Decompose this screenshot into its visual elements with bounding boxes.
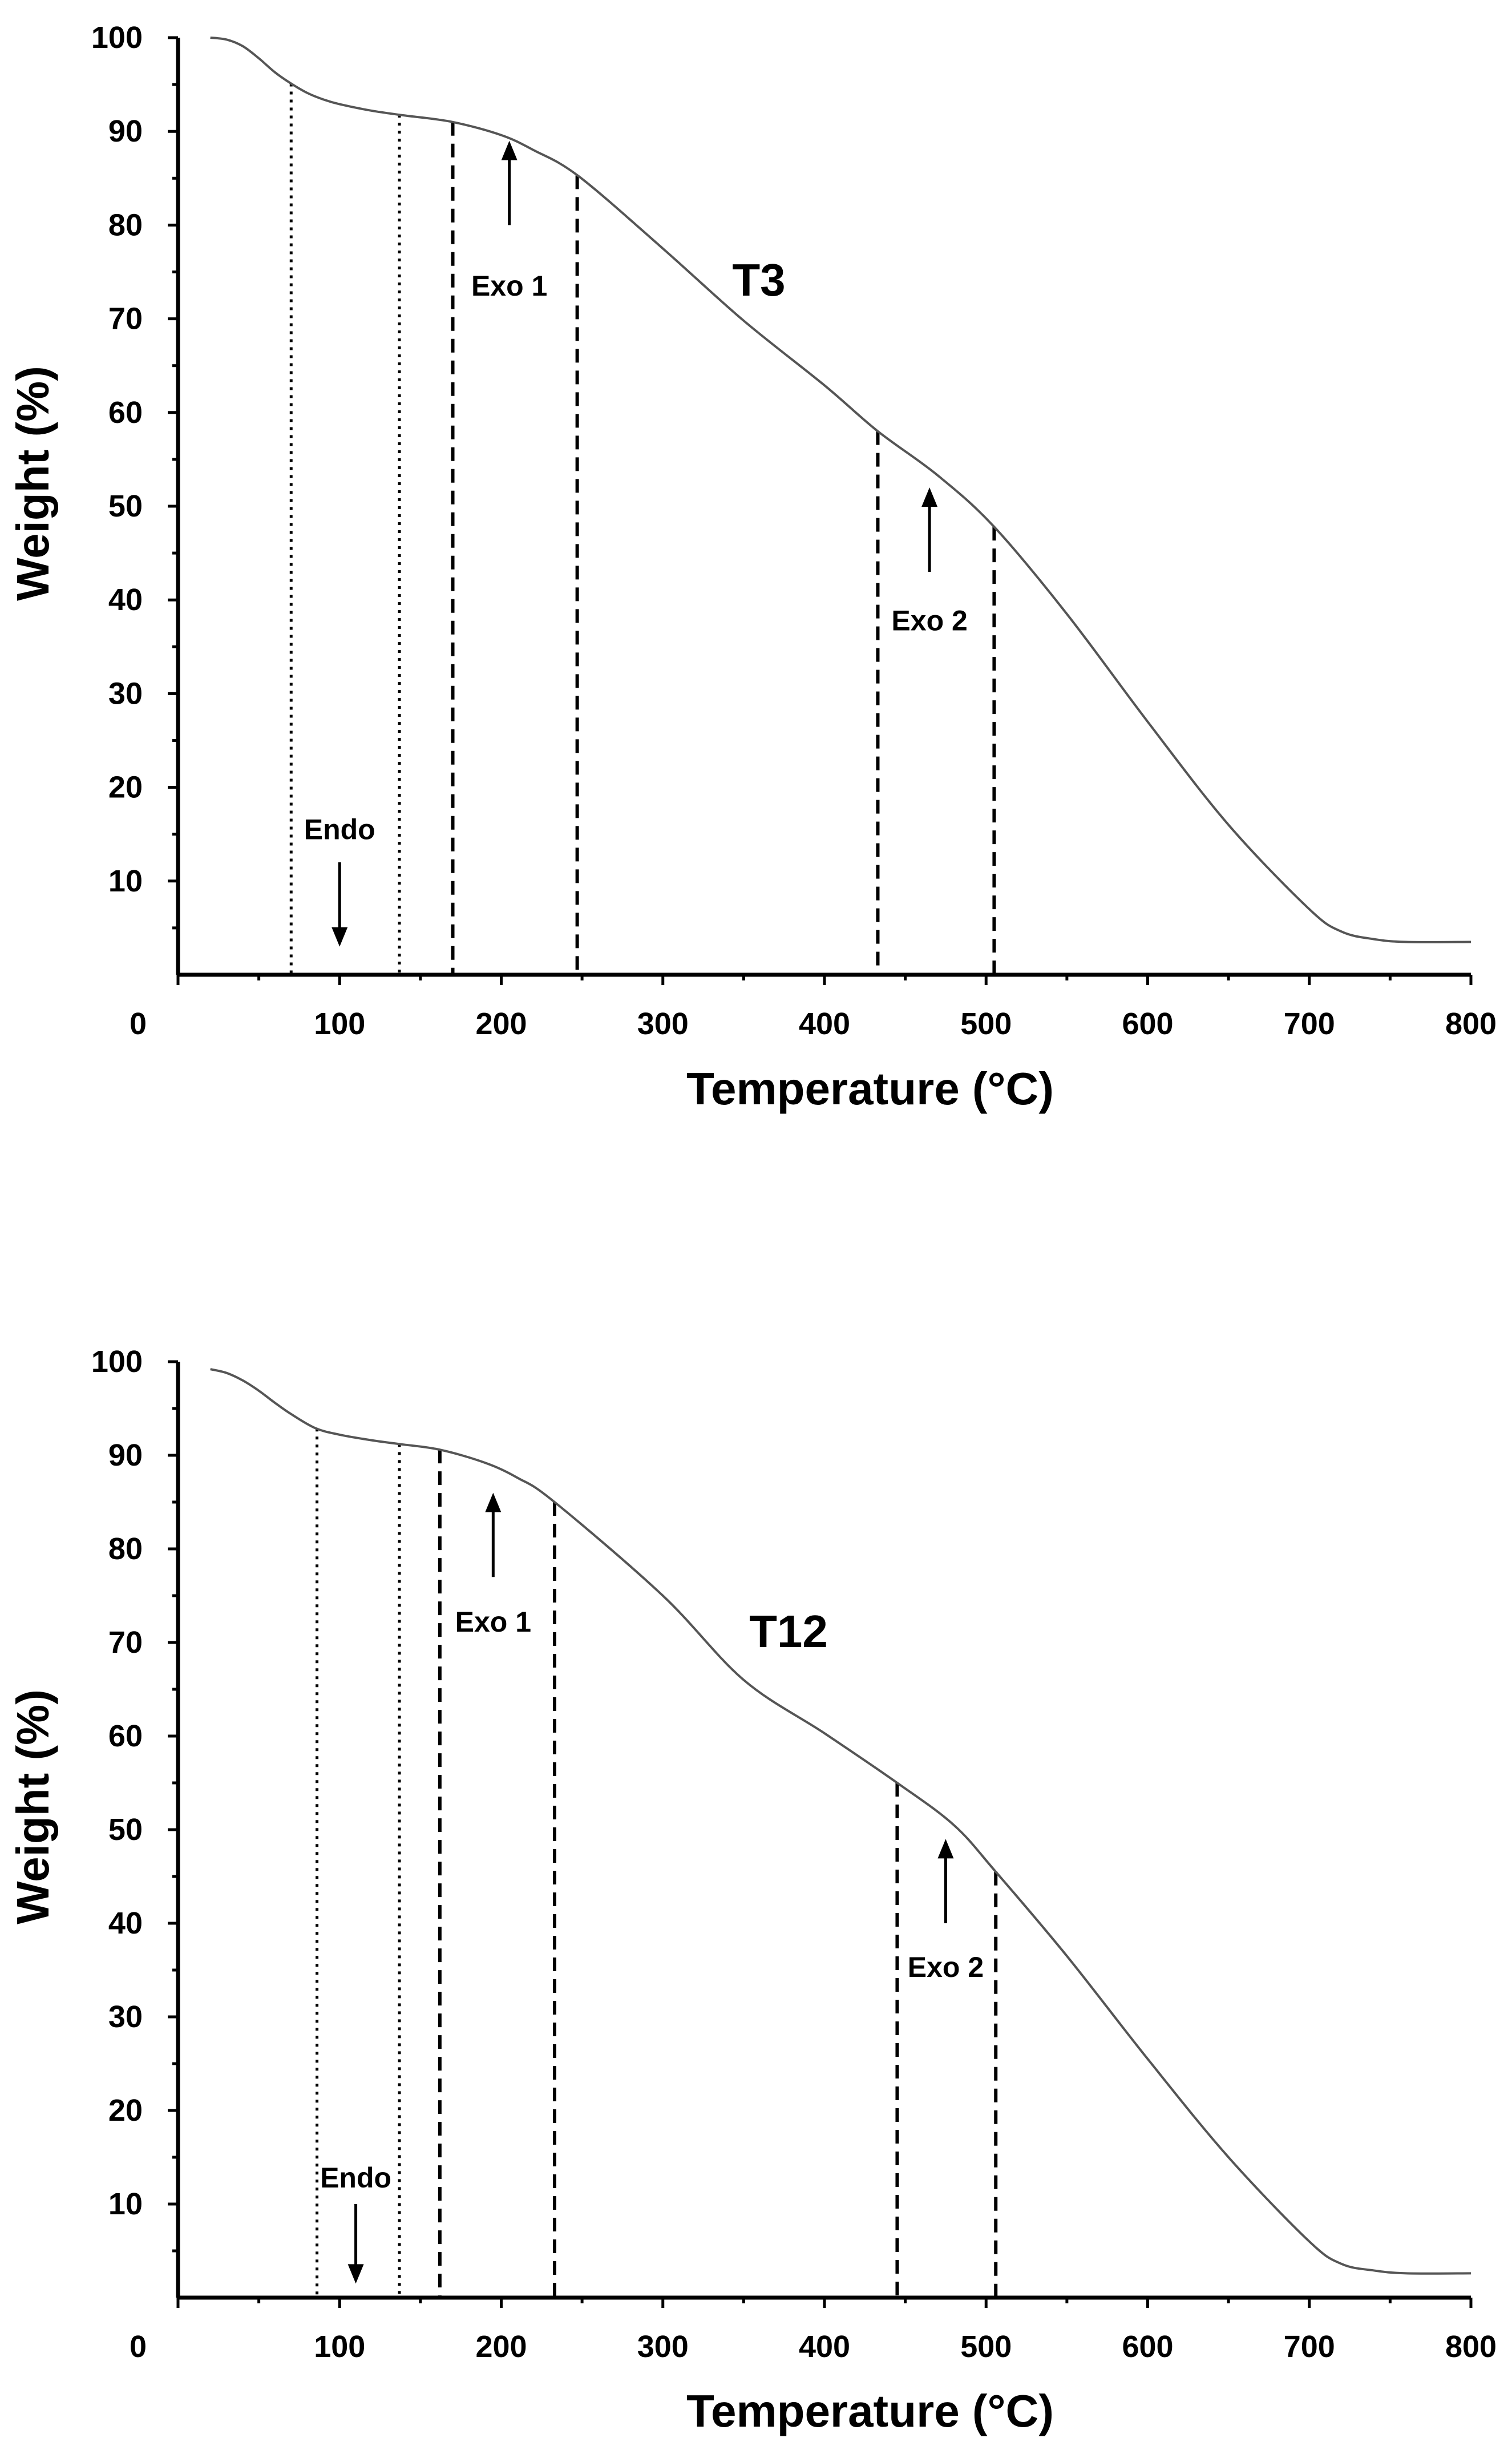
chart-panel-T3: 10 20 30 40 50 60 70 80 90 100 0 100 200 300 400 500 600…: [7, 21, 1497, 1114]
arrow-down-icon: [347, 2264, 364, 2284]
chart-panel-T12: 10 20 30 40 50 60 70 80 90 100 0 100 200 300 400 500 600…: [7, 1345, 1497, 2436]
x-tick-label: 500: [960, 2330, 1012, 2364]
x-axis-title: Temperature (°C): [686, 1063, 1054, 1114]
x-tick-label: 600: [1122, 1007, 1173, 1041]
y-tick-label: 30: [108, 676, 143, 711]
y-tick-label: 60: [108, 395, 143, 430]
y-tick-label: 10: [108, 2187, 143, 2221]
y-tick-label: 50: [108, 1813, 143, 1847]
x-tick-label: 500: [960, 1007, 1012, 1041]
series-line-T3: [210, 37, 1471, 943]
x-tick-label: 0: [130, 1007, 147, 1041]
annotation-label: Endo: [304, 813, 375, 845]
y-tick-label: 10: [108, 864, 143, 898]
x-tick-label: 400: [799, 2330, 850, 2364]
y-tick-label: 20: [108, 2093, 143, 2128]
y-axis-title: Weight (%): [7, 366, 58, 601]
x-tick-label: 300: [637, 1007, 689, 1041]
x-tick-label: 300: [637, 2330, 689, 2364]
x-tick-label: 800: [1445, 1007, 1497, 1041]
y-tick-label: 80: [108, 1532, 143, 1566]
x-tick-label: 200: [475, 2330, 527, 2364]
chart-title: T3: [732, 255, 785, 305]
x-axis-title: Temperature (°C): [686, 2386, 1054, 2436]
annotation-label: Endo: [320, 2162, 391, 2194]
annotation-label: Exo 1: [455, 1606, 531, 1638]
arrow-up-icon: [921, 487, 938, 507]
y-tick-label: 70: [108, 1625, 143, 1660]
x-tick-label: 600: [1122, 2330, 1173, 2364]
y-tick-label: 90: [108, 114, 143, 148]
y-tick-label: 40: [108, 1906, 143, 1940]
y-axis-title: Weight (%): [7, 1689, 58, 1924]
y-tick-label: 40: [108, 583, 143, 617]
x-tick-label: 100: [314, 1007, 365, 1041]
y-tick-label: 30: [108, 2000, 143, 2034]
x-tick-label: 700: [1284, 2330, 1335, 2364]
x-tick-label: 200: [475, 1007, 527, 1041]
x-tick-label: 0: [130, 2330, 147, 2364]
y-tick-label: 80: [108, 208, 143, 242]
x-tick-label: 700: [1284, 1007, 1335, 1041]
y-tick-label: 100: [91, 21, 143, 55]
y-tick-label: 50: [108, 489, 143, 523]
series-line-T12: [210, 1368, 1471, 2275]
arrow-down-icon: [331, 927, 348, 947]
chart-title: T12: [749, 1606, 828, 1657]
y-tick-label: 70: [108, 302, 143, 336]
arrow-up-icon: [937, 1839, 954, 1859]
y-tick-label: 60: [108, 1719, 143, 1753]
x-tick-label: 800: [1445, 2330, 1497, 2364]
x-tick-label: 400: [799, 1007, 850, 1041]
annotation-label: Exo 2: [908, 1951, 984, 1983]
x-tick-label: 100: [314, 2330, 365, 2364]
arrow-up-icon: [501, 140, 518, 160]
annotation-label: Exo 2: [891, 604, 967, 636]
arrow-up-icon: [485, 1492, 502, 1512]
annotation-label: Exo 1: [471, 270, 547, 302]
y-tick-label: 100: [91, 1345, 143, 1379]
y-tick-label: 20: [108, 770, 143, 805]
y-tick-label: 90: [108, 1438, 143, 1472]
